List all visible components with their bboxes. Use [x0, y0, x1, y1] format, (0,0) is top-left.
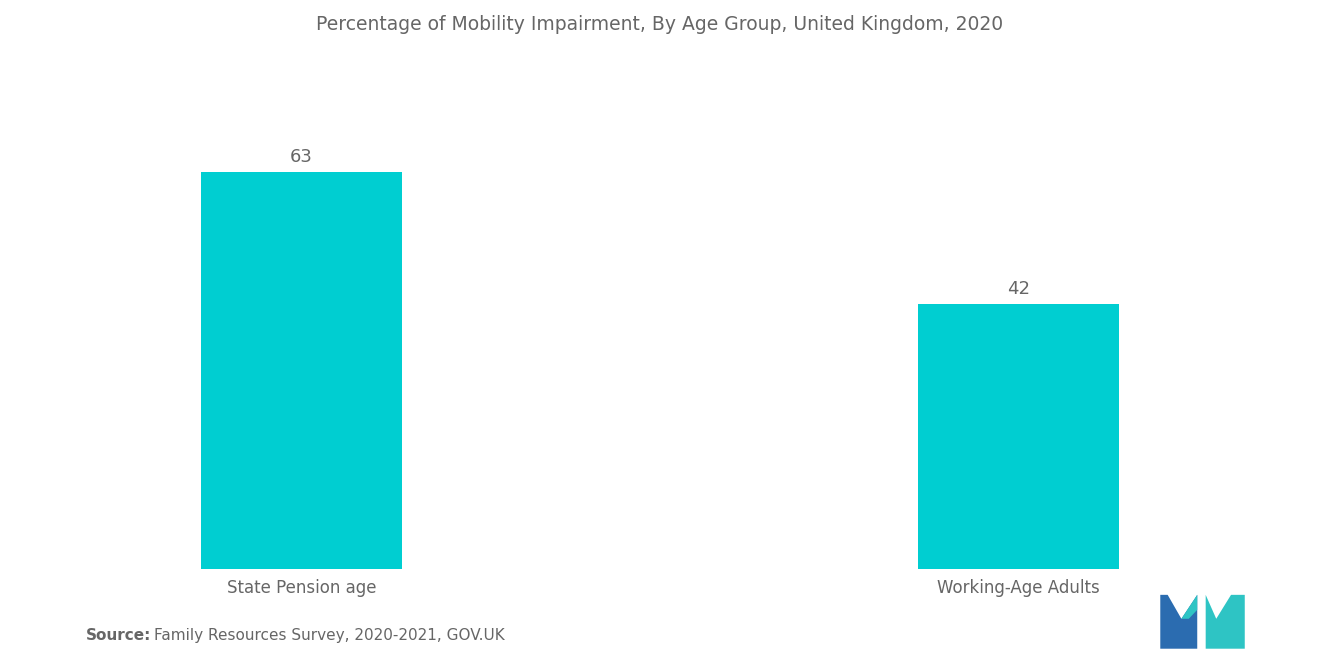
Title: Percentage of Mobility Impairment, By Age Group, United Kingdom, 2020: Percentage of Mobility Impairment, By Ag…: [317, 15, 1003, 34]
Text: 63: 63: [290, 148, 313, 166]
Bar: [917, 305, 1118, 569]
Text: Family Resources Survey, 2020-2021, GOV.UK: Family Resources Survey, 2020-2021, GOV.…: [154, 628, 506, 643]
Polygon shape: [1181, 595, 1197, 618]
Text: 42: 42: [1007, 280, 1030, 298]
Text: Source:: Source:: [86, 628, 152, 643]
Polygon shape: [1205, 595, 1245, 649]
Bar: [202, 172, 403, 569]
Polygon shape: [1160, 595, 1197, 649]
